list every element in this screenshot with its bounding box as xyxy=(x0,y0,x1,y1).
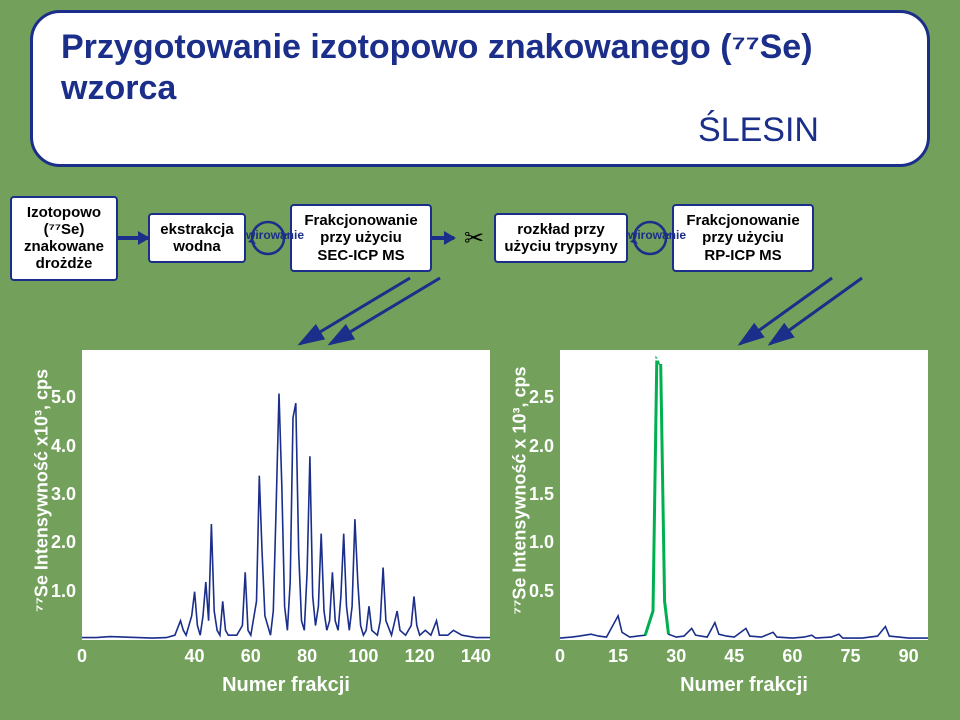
flow-box-3: Frakcjonowanieprzy użyciuSEC-ICP MS xyxy=(290,204,432,272)
chart-area: ⁷⁷Se Intensywność x10³, cps ⁷⁷Se Intensy… xyxy=(22,310,938,710)
chart2: Numer frakcji Asp-Tyr-SeMet-Gly-Ala-Ala-… xyxy=(560,350,928,640)
spin-label-1: wirowanie xyxy=(246,228,290,242)
chart1-ylabel: ⁷⁷Se Intensywność x10³, cps xyxy=(32,361,53,621)
flow-box-4: rozkład przyużyciu trypsyny xyxy=(494,213,628,264)
chart2-plot xyxy=(560,350,928,640)
flow-box-1-text: Izotopowo(⁷⁷Se)znakowanedrożdże xyxy=(24,204,104,273)
arrow-icon xyxy=(118,237,148,239)
chart2-annotation: Asp-Tyr-SeMet-Gly-Ala-Ala-Lys xyxy=(650,348,915,369)
title-line1: Przygotowanie izotopowo znakowanego (⁷⁷S… xyxy=(61,27,899,109)
flow-box-2: ekstrakcjawodna xyxy=(148,213,246,264)
spin-icon-2: wirowanie xyxy=(628,216,672,260)
spin-icon-1: wirowanie xyxy=(246,216,290,260)
flow-row: Izotopowo(⁷⁷Se)znakowanedrożdże ekstrakc… xyxy=(10,188,950,288)
chart1: Numer frakcji 5.04.03.02.01.004060801001… xyxy=(82,350,490,640)
flow-box-2-text: ekstrakcjawodna xyxy=(160,221,233,255)
chart1-xlabel: Numer frakcji xyxy=(82,674,490,697)
arrow-icon xyxy=(432,237,454,239)
scissors-icon: ✂ xyxy=(454,223,494,253)
flow-box-1: Izotopowo(⁷⁷Se)znakowanedrożdże xyxy=(10,196,118,281)
chart2-ylabel: ⁷⁷Se Intensywność x 10³, cps xyxy=(510,361,531,621)
flow-box-5-text: Frakcjonowanieprzy użyciuRP-ICP MS xyxy=(686,212,799,264)
title-line2: ŚLESIN xyxy=(61,111,899,150)
flow-box-3-text: Frakcjonowanieprzy użyciuSEC-ICP MS xyxy=(304,212,417,264)
flow-box-4-text: rozkład przyużyciu trypsyny xyxy=(504,221,617,255)
flow-box-5: Frakcjonowanieprzy użyciuRP-ICP MS xyxy=(672,204,814,272)
spin-label-2: wirowanie xyxy=(628,228,672,242)
chart1-plot xyxy=(82,350,490,640)
chart2-xlabel: Numer frakcji xyxy=(560,674,928,697)
title-card: Przygotowanie izotopowo znakowanego (⁷⁷S… xyxy=(30,10,930,167)
